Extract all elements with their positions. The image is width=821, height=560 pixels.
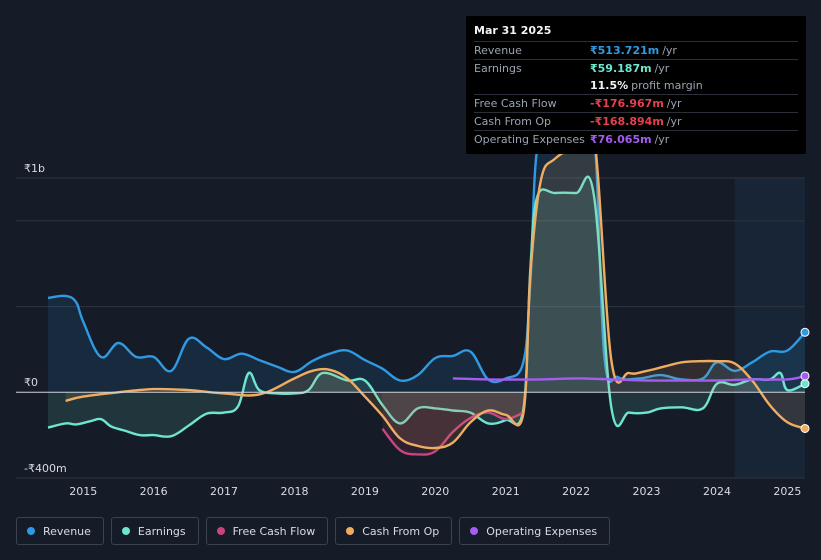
legend-dot-icon (27, 527, 35, 535)
area-revenue (48, 109, 805, 393)
tooltip-value: ₹513.721m (590, 44, 660, 57)
legend-item-operating-expenses[interactable]: Operating Expenses (459, 517, 611, 545)
legend-dot-icon (470, 527, 479, 535)
legend-item-earnings[interactable]: Earnings (110, 517, 199, 545)
tooltip-row: 11.5% profit margin (474, 77, 798, 94)
x-tick-label: 2020 (421, 485, 449, 498)
tooltip-value: ₹76.065m (590, 133, 652, 146)
x-tick-label: 2024 (703, 485, 731, 498)
area-earnings (48, 176, 805, 437)
x-tick-label: 2019 (351, 485, 379, 498)
tooltip-unit: profit margin (631, 79, 703, 92)
legend-dot-icon (121, 527, 130, 535)
legend-label: Free Cash Flow (232, 524, 316, 538)
endpoint-cfo (800, 423, 810, 433)
tooltip-unit: /yr (654, 133, 670, 146)
y-tick-label: ₹1b (24, 162, 45, 175)
tooltip-label: Earnings (474, 62, 522, 75)
grid (16, 177, 805, 479)
endpoint-opex (800, 371, 810, 381)
tooltip-label: Free Cash Flow (474, 97, 557, 110)
tooltip-unit: /yr (662, 44, 677, 57)
endpoint-revenue (800, 327, 810, 337)
x-tick-label: 2017 (210, 485, 238, 498)
legend-label: Operating Expenses (486, 524, 598, 538)
legend-label: Earnings (137, 524, 186, 538)
line-fcf (381, 411, 524, 456)
legend-label: Revenue (43, 524, 91, 538)
x-tick-label: 2025 (773, 485, 801, 498)
tooltip-label: Revenue (474, 44, 522, 57)
line-opex (452, 374, 806, 382)
x-tick-label: 2015 (69, 485, 97, 498)
legend-item-cash-from-op[interactable]: Cash From Op (335, 517, 453, 545)
tooltip-value: -₹176.967m (590, 97, 664, 110)
y-tick-label: -₹400m (24, 462, 67, 475)
tooltip-rows: Revenue ₹513.721m/yr Earnings ₹59.187m/yr 11… (474, 41, 798, 148)
area-fcf (382, 392, 524, 455)
tooltip-unit: /yr (666, 97, 682, 110)
tooltip-unit: /yr (666, 115, 682, 128)
legend-item-free-cash-flow[interactable]: Free Cash Flow (205, 517, 329, 545)
tooltip-row: Cash From Op -₹168.894m/yr (474, 112, 798, 130)
tooltip-value: -₹168.894m (590, 115, 664, 128)
future-highlight-band (734, 178, 805, 478)
tooltip-row: Earnings ₹59.187m/yr (474, 59, 798, 77)
x-tick-label: 2016 (140, 485, 168, 498)
legend-dot-icon (216, 527, 225, 535)
tooltip-date: Mar 31 2025 (474, 24, 552, 37)
data-tooltip: Mar 31 2025 Revenue ₹513.721m/yr Earnings ₹… (466, 16, 806, 154)
tooltip-label: Operating Expenses (474, 133, 585, 146)
tooltip-label: Cash From Op (474, 115, 552, 128)
series-layer (16, 108, 806, 456)
tooltip-row: Revenue ₹513.721m/yr (474, 41, 798, 59)
legend-dot-icon (346, 527, 355, 535)
endpoint-earnings (800, 379, 810, 389)
x-tick-label: 2022 (562, 485, 590, 498)
line-cfo (65, 117, 806, 450)
x-tick-label: 2021 (492, 485, 520, 498)
y-tick-label: ₹0 (24, 376, 38, 390)
x-axis: 2015 2016 2017 2018 2019 2020 2021 2022 2023 2024… (69, 485, 801, 498)
legend-label: Cash From Op (362, 524, 440, 538)
line-earnings (47, 175, 806, 438)
endpoint-markers (800, 327, 810, 433)
tooltip-value: ₹59.187m (590, 62, 652, 75)
tooltip-row: Operating Expenses ₹76.065m/yr (474, 130, 798, 148)
legend: Revenue Earnings Free Cash Flow Cash From O… (16, 517, 611, 545)
x-tick-label: 2023 (633, 485, 661, 498)
tooltip-unit: /yr (654, 62, 670, 75)
legend-item-revenue[interactable]: Revenue (16, 517, 104, 545)
tooltip-row: Free Cash Flow -₹176.967m/yr (474, 94, 798, 112)
tooltip-value: 11.5% (590, 79, 629, 92)
line-revenue (47, 108, 806, 384)
x-tick-label: 2018 (280, 485, 308, 498)
